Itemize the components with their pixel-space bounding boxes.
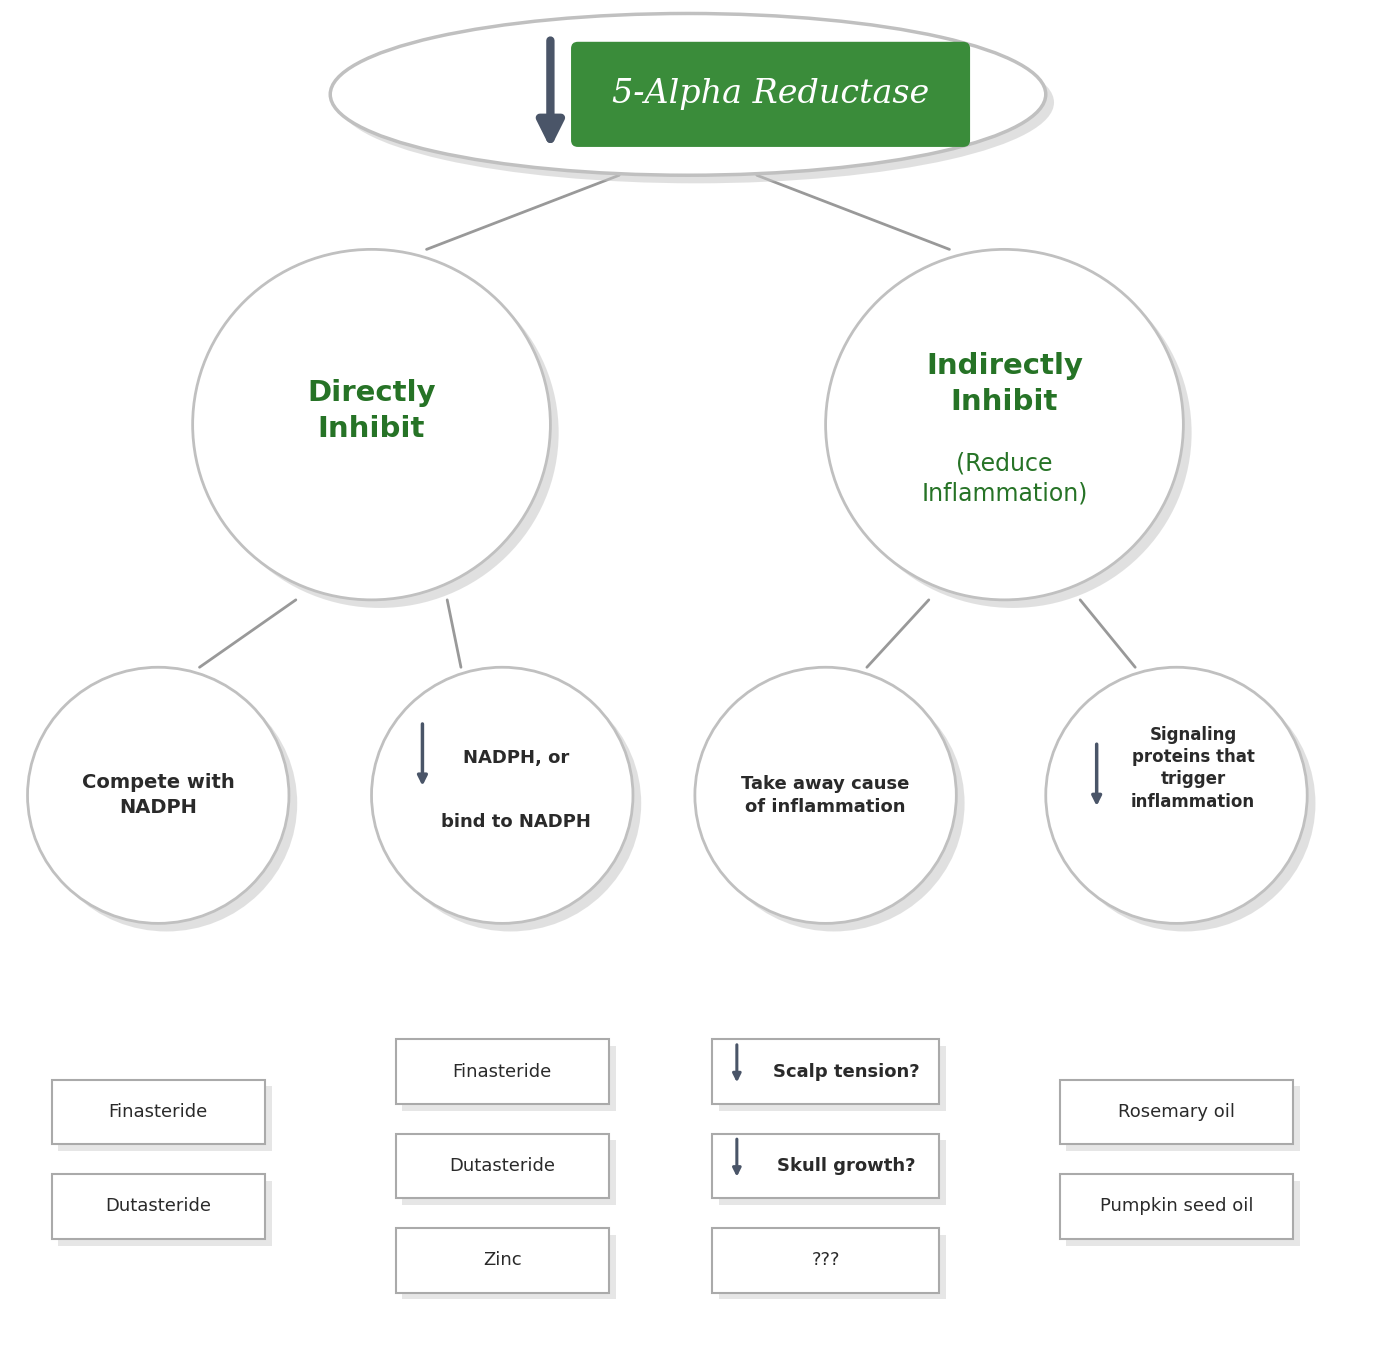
FancyBboxPatch shape (396, 1134, 608, 1198)
Text: Pumpkin seed oil: Pumpkin seed oil (1099, 1197, 1254, 1216)
Text: Compete with
NADPH: Compete with NADPH (81, 774, 235, 817)
Text: Indirectly
Inhibit: Indirectly Inhibit (926, 352, 1083, 417)
Text: Rosemary oil: Rosemary oil (1117, 1103, 1236, 1122)
Ellipse shape (193, 249, 550, 600)
Ellipse shape (36, 675, 297, 931)
FancyBboxPatch shape (1066, 1181, 1300, 1246)
Ellipse shape (372, 667, 633, 923)
Ellipse shape (338, 22, 1054, 183)
Text: Finasteride: Finasteride (109, 1103, 208, 1122)
Ellipse shape (826, 249, 1183, 600)
Text: Scalp tension?: Scalp tension? (773, 1062, 919, 1081)
FancyBboxPatch shape (402, 1046, 616, 1111)
FancyBboxPatch shape (713, 1134, 938, 1198)
FancyBboxPatch shape (58, 1181, 271, 1246)
Text: NADPH, or: NADPH, or (462, 748, 570, 767)
FancyBboxPatch shape (396, 1039, 608, 1104)
FancyBboxPatch shape (718, 1140, 947, 1205)
Text: (Reduce
Inflammation): (Reduce Inflammation) (922, 452, 1087, 506)
Text: Directly
Inhibit: Directly Inhibit (307, 379, 436, 443)
FancyBboxPatch shape (1066, 1086, 1300, 1151)
Text: Skull growth?: Skull growth? (777, 1157, 915, 1175)
Ellipse shape (703, 675, 965, 931)
Ellipse shape (834, 257, 1192, 608)
Text: Dutasteride: Dutasteride (105, 1197, 212, 1216)
FancyBboxPatch shape (713, 1039, 938, 1104)
Text: Zinc: Zinc (483, 1251, 522, 1270)
FancyBboxPatch shape (1060, 1174, 1293, 1239)
Ellipse shape (330, 13, 1046, 175)
FancyBboxPatch shape (52, 1080, 264, 1144)
FancyBboxPatch shape (58, 1086, 271, 1151)
Ellipse shape (201, 257, 559, 608)
Text: ???: ??? (812, 1251, 839, 1270)
FancyBboxPatch shape (396, 1228, 608, 1293)
Text: Finasteride: Finasteride (453, 1062, 552, 1081)
Ellipse shape (695, 667, 956, 923)
Text: Signaling
proteins that
trigger
inflammation: Signaling proteins that trigger inflamma… (1131, 727, 1255, 810)
Text: bind to NADPH: bind to NADPH (442, 813, 590, 832)
Ellipse shape (1054, 675, 1315, 931)
FancyBboxPatch shape (571, 42, 970, 147)
FancyBboxPatch shape (402, 1235, 616, 1299)
FancyBboxPatch shape (402, 1140, 616, 1205)
FancyBboxPatch shape (713, 1228, 938, 1293)
FancyBboxPatch shape (718, 1235, 947, 1299)
Text: Take away cause
of inflammation: Take away cause of inflammation (742, 775, 910, 816)
FancyBboxPatch shape (52, 1174, 264, 1239)
Ellipse shape (28, 667, 289, 923)
Text: 5-Alpha Reductase: 5-Alpha Reductase (612, 78, 929, 111)
FancyBboxPatch shape (1060, 1080, 1293, 1144)
Text: Dutasteride: Dutasteride (449, 1157, 556, 1175)
Ellipse shape (380, 675, 641, 931)
Ellipse shape (1046, 667, 1307, 923)
FancyBboxPatch shape (718, 1046, 947, 1111)
